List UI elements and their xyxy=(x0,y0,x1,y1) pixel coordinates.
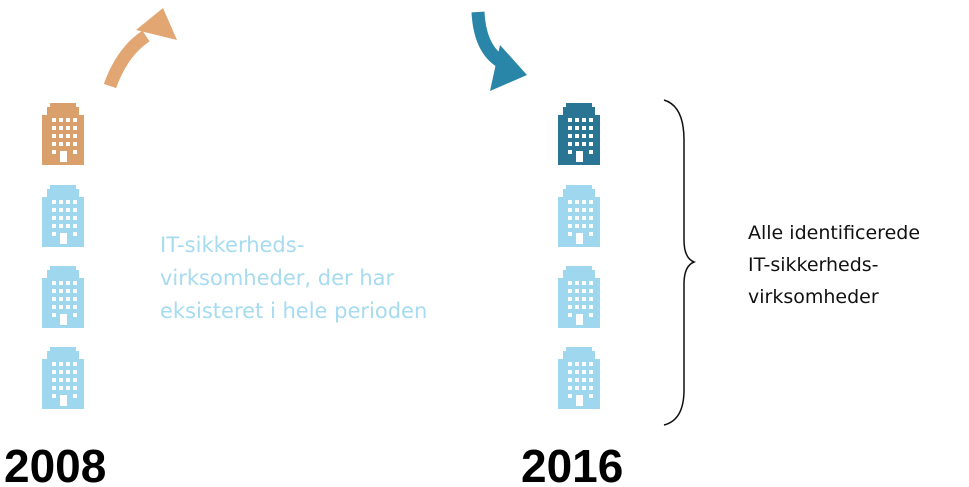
building xyxy=(558,185,600,247)
right-label: IT-sikkerheds- xyxy=(748,254,879,276)
building xyxy=(558,103,600,165)
middle-label: eksisteret i hele perioden xyxy=(160,299,427,323)
middle-label: virksomheder, der har xyxy=(160,266,395,290)
building xyxy=(42,266,84,328)
right-label: Alle identificerede xyxy=(748,222,920,244)
arrow-up xyxy=(103,8,177,89)
building xyxy=(42,185,84,247)
building xyxy=(42,103,84,165)
middle-label: IT-sikkerheds- xyxy=(160,233,304,257)
brace xyxy=(663,99,697,426)
year-label: 2016 xyxy=(521,440,623,487)
arrow-down xyxy=(471,11,527,91)
building xyxy=(558,347,600,409)
right-label: virksomheder xyxy=(748,286,879,308)
building xyxy=(42,347,84,409)
year-label: 2008 xyxy=(4,440,106,487)
building xyxy=(558,266,600,328)
